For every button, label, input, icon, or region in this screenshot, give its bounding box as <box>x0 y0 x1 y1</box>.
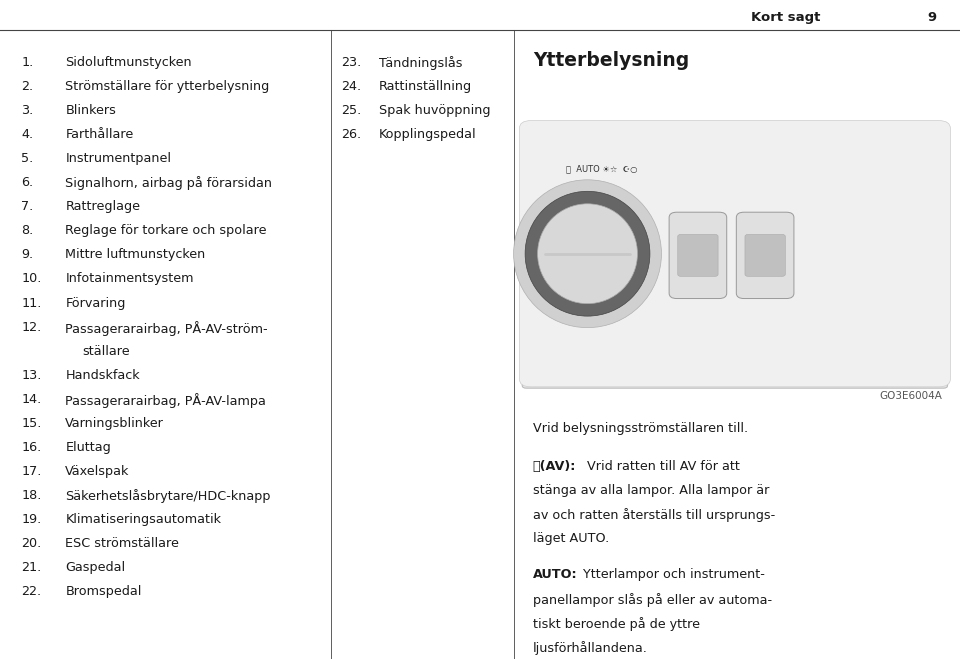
Text: 8.: 8. <box>21 224 34 237</box>
Text: stänga av alla lampor. Alla lampor är: stänga av alla lampor. Alla lampor är <box>533 484 769 498</box>
Text: Passagerarairbag, PÅ-AV-ström-: Passagerarairbag, PÅ-AV-ström- <box>65 320 268 335</box>
Text: ESC strömställare: ESC strömställare <box>65 537 180 550</box>
Text: Kopplingspedal: Kopplingspedal <box>379 128 477 141</box>
Text: ⏻  AUTO ☀☆  ☪○: ⏻ AUTO ☀☆ ☪○ <box>566 164 637 173</box>
Text: Ytterlampor och instrument-: Ytterlampor och instrument- <box>579 569 765 581</box>
Text: ljusförhållandena.: ljusförhållandena. <box>533 641 648 654</box>
Text: läget AUTO.: läget AUTO. <box>533 532 609 546</box>
Text: Spak huvöppning: Spak huvöppning <box>379 104 491 117</box>
Text: Strömställare för ytterbelysning: Strömställare för ytterbelysning <box>65 80 270 93</box>
Text: 11.: 11. <box>21 297 41 310</box>
Text: AUTO:: AUTO: <box>533 569 577 581</box>
Text: 4.: 4. <box>21 128 34 141</box>
Text: Blinkers: Blinkers <box>65 104 116 117</box>
Text: 12.: 12. <box>21 320 41 333</box>
Text: Säkerhetslåsbrytare/HDC-knapp: Säkerhetslåsbrytare/HDC-knapp <box>65 489 271 503</box>
FancyBboxPatch shape <box>736 212 794 299</box>
Text: Förvaring: Förvaring <box>65 297 126 310</box>
Text: Ytterbelysning: Ytterbelysning <box>533 51 689 71</box>
Text: 1.: 1. <box>21 56 34 69</box>
Text: 2.: 2. <box>21 80 34 93</box>
Text: Rattreglage: Rattreglage <box>65 200 140 214</box>
Text: ställare: ställare <box>83 345 131 358</box>
FancyBboxPatch shape <box>519 121 950 387</box>
Text: tiskt beroende på de yttre: tiskt beroende på de yttre <box>533 617 700 631</box>
Text: Bromspedal: Bromspedal <box>65 585 142 598</box>
Text: Infotainmentsystem: Infotainmentsystem <box>65 272 194 285</box>
Text: panellampor slås på eller av automa-: panellampor slås på eller av automa- <box>533 592 772 606</box>
Text: 9: 9 <box>926 11 936 24</box>
Text: 6.: 6. <box>21 176 34 189</box>
Text: av och ratten återställs till ursprungs-: av och ratten återställs till ursprungs- <box>533 508 775 523</box>
Text: 26.: 26. <box>341 128 361 141</box>
Text: 21.: 21. <box>21 561 41 574</box>
Ellipse shape <box>525 191 650 316</box>
Text: Reglage för torkare och spolare: Reglage för torkare och spolare <box>65 224 267 237</box>
Text: GO3E6004A: GO3E6004A <box>879 391 942 401</box>
Text: 18.: 18. <box>21 489 41 502</box>
Text: Klimatiseringsautomatik: Klimatiseringsautomatik <box>65 513 221 526</box>
Text: 17.: 17. <box>21 465 41 478</box>
Text: Rattinställning: Rattinställning <box>379 80 472 93</box>
FancyBboxPatch shape <box>522 123 948 388</box>
FancyBboxPatch shape <box>678 235 718 276</box>
Text: Vrid ratten till AV för att: Vrid ratten till AV för att <box>583 460 739 473</box>
Text: 13.: 13. <box>21 368 41 382</box>
Text: 7.: 7. <box>21 200 34 214</box>
Text: 25.: 25. <box>341 104 361 117</box>
Text: Vrid belysningsströmställaren till.: Vrid belysningsströmställaren till. <box>533 422 748 435</box>
Text: 16.: 16. <box>21 441 41 454</box>
Text: 20.: 20. <box>21 537 41 550</box>
Text: Eluttag: Eluttag <box>65 441 111 454</box>
Ellipse shape <box>514 180 661 328</box>
Text: ⮏(AV):: ⮏(AV): <box>533 460 576 473</box>
Text: 10.: 10. <box>21 272 41 285</box>
Text: Sidoluftmunstycken: Sidoluftmunstycken <box>65 56 192 69</box>
Text: Handskfack: Handskfack <box>65 368 140 382</box>
Text: 24.: 24. <box>341 80 361 93</box>
Text: Växelspak: Växelspak <box>65 465 130 478</box>
Text: Varningsblinker: Varningsblinker <box>65 416 164 430</box>
Text: 5.: 5. <box>21 152 34 165</box>
Text: Signalhorn, airbag på förarsidan: Signalhorn, airbag på förarsidan <box>65 176 273 190</box>
Ellipse shape <box>538 204 637 304</box>
Text: 23.: 23. <box>341 56 361 69</box>
Text: 14.: 14. <box>21 393 41 406</box>
Text: Kort sagt: Kort sagt <box>752 11 821 24</box>
FancyBboxPatch shape <box>669 212 727 299</box>
Text: Tändningslås: Tändningslås <box>379 56 463 70</box>
Text: Instrumentpanel: Instrumentpanel <box>65 152 171 165</box>
Text: Gaspedal: Gaspedal <box>65 561 126 574</box>
Text: 19.: 19. <box>21 513 41 526</box>
Text: 9.: 9. <box>21 248 34 262</box>
FancyBboxPatch shape <box>745 235 785 276</box>
Text: 22.: 22. <box>21 585 41 598</box>
Text: Mittre luftmunstycken: Mittre luftmunstycken <box>65 248 205 262</box>
Text: 3.: 3. <box>21 104 34 117</box>
Text: 15.: 15. <box>21 416 41 430</box>
Text: Passagerarairbag, PÅ-AV-lampa: Passagerarairbag, PÅ-AV-lampa <box>65 393 266 408</box>
Text: Farthållare: Farthållare <box>65 128 133 141</box>
